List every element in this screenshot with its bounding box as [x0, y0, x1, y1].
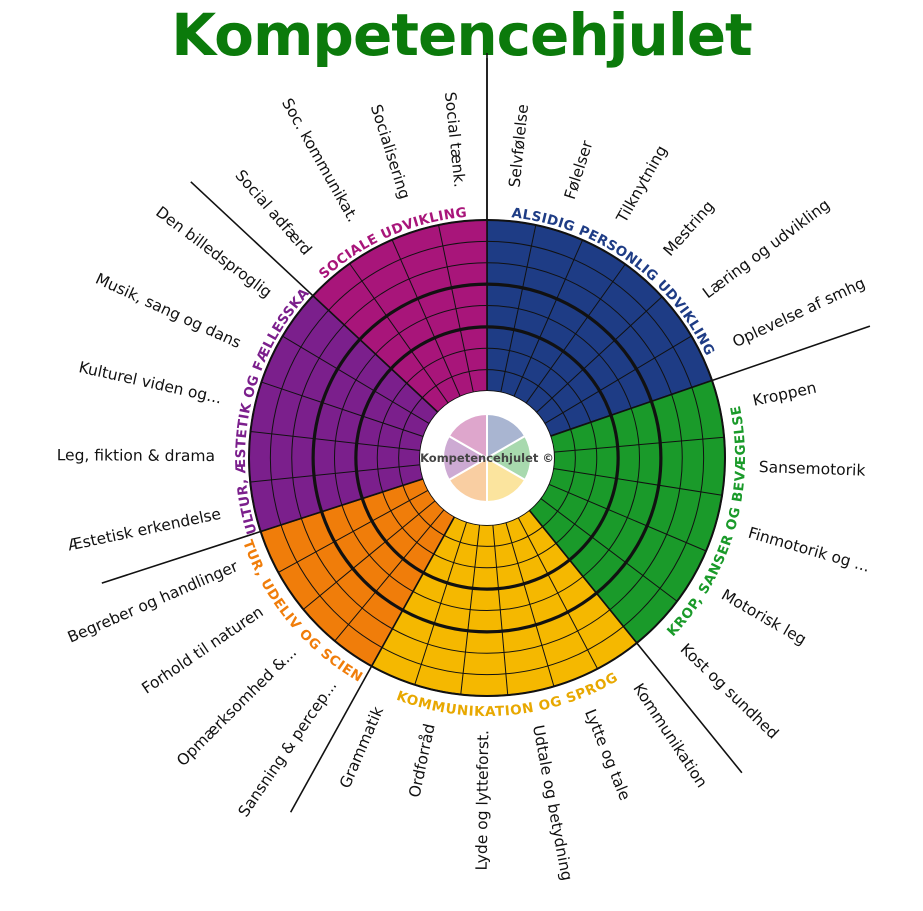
- wheel-rings: [248, 219, 726, 697]
- competence-label-laering-og-udvikling: Læring og udvikling: [699, 196, 833, 302]
- page-title: Kompetencehjulet: [171, 1, 753, 69]
- center-logo: Kompetencehjulet ©: [420, 391, 554, 525]
- wheel-ring: [398, 369, 576, 547]
- wheel-ring: [334, 305, 640, 611]
- domain-divider: [101, 530, 261, 584]
- domain-divider: [289, 665, 373, 813]
- competence-label-mestring: Mestring: [660, 197, 718, 259]
- domain-divider: [190, 181, 314, 297]
- wheel-ring: [354, 325, 620, 591]
- mini-wheel-slice: [447, 412, 488, 460]
- wheel-ring: [376, 347, 598, 569]
- competence-label-udtale-og-betydning: Udtale og betydning: [529, 724, 576, 883]
- competence-label-socialisering: Socialisering: [367, 102, 414, 201]
- domain-divider: [711, 325, 871, 382]
- competence-label-ordforraad: Ordforråd: [406, 722, 439, 799]
- mini-wheel-icon: [442, 412, 532, 504]
- competence-label-sansemotorik: Sansemotorik: [759, 458, 866, 480]
- competence-label-den-billedsproglig: Den billedsproglig: [152, 203, 275, 302]
- competence-label-kommunikation: Kommunikation: [629, 680, 710, 791]
- competence-label-lytte-og-tale: Lytte og tale: [581, 707, 634, 803]
- competence-label-leg-fiktion-and-drama: Leg, fiktion & drama: [57, 446, 215, 465]
- domain-divider-lines: [101, 53, 871, 813]
- competence-label-selvfoelelse: Selvfølelse: [506, 103, 533, 188]
- competence-label-kulturel-viden-og: Kulturel viden og...: [77, 358, 223, 407]
- wheel-ring: [291, 262, 683, 654]
- competence-label-aestetisk-erkendelse: Æstetisk erkendelse: [66, 505, 222, 555]
- competence-label-kroppen: Kroppen: [751, 379, 818, 410]
- center-label: Kompetencehjulet ©: [420, 451, 554, 465]
- wheel-ring: [311, 282, 663, 634]
- competence-label-oplevelse-af-smhg: Oplevelse af smhg: [730, 274, 868, 351]
- wheel-ring: [269, 240, 705, 676]
- competence-label-foelelser: Følelser: [561, 138, 597, 202]
- competence-label-finmotorik-og: Finmotorik og ...: [746, 524, 872, 576]
- domain-divider: [636, 642, 743, 774]
- competence-label-social-adfaerd: Social adfærd: [231, 166, 315, 258]
- competence-label-tilknytning: Tilknytning: [613, 142, 671, 226]
- competence-label-soc-kommunikat: Soc. kommunikat.: [278, 95, 362, 225]
- competence-label-kost-og-sundhed: Kost og sundhed: [677, 640, 782, 743]
- competence-label-lyde-og-lytteforst: Lyde og lytteforst.: [473, 730, 493, 871]
- competence-label-motorisk-leg: Motorisk leg: [718, 586, 809, 649]
- competence-label-musik-sang-og-dans: Musik, sang og dans: [93, 270, 244, 352]
- competence-label-social-taenk: Social tænk.: [441, 91, 469, 188]
